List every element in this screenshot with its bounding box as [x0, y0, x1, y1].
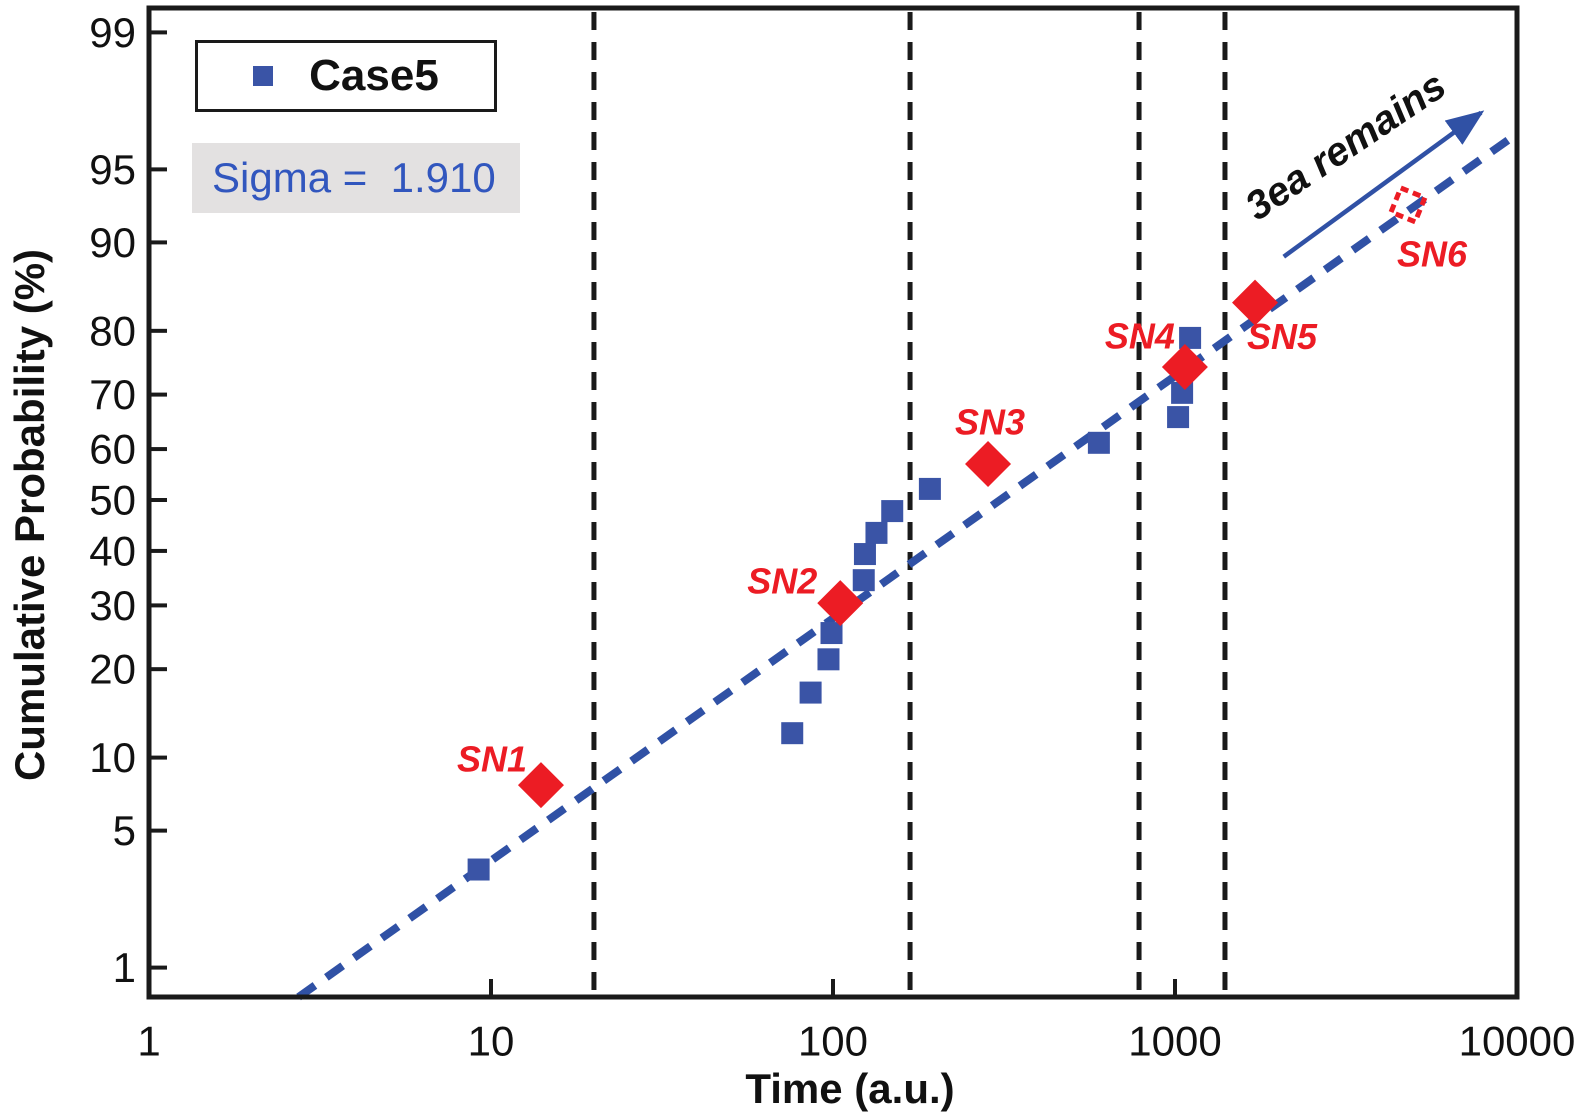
case5-data-point [799, 681, 822, 704]
y-axis-tick-label: 50 [89, 477, 136, 524]
case5-data-point [853, 543, 876, 566]
plot-border [146, 5, 1520, 1000]
sn-diamond-marker [965, 441, 1012, 488]
case5-data-point [1087, 431, 1110, 454]
sigma-annotation-box: Sigma = 1.910 [192, 143, 520, 213]
sn-label: SN4 [1105, 315, 1175, 356]
case5-data-point [820, 622, 843, 645]
fit-line [296, 130, 1520, 1001]
y-axis-tick-label: 40 [89, 527, 136, 574]
sn-diamond-marker [1161, 343, 1208, 390]
y-axis-tick-label: 10 [89, 734, 136, 781]
legend-label: Case5 [309, 51, 439, 100]
y-axis-tick-label: 20 [89, 646, 136, 693]
y-axis-tick-label: 95 [89, 146, 136, 193]
y-axis-tick-label: 80 [89, 307, 136, 354]
arrow-annotation-group: 3ea remains [1238, 63, 1485, 259]
x-axis-tick-label: 100 [798, 1018, 868, 1065]
y-axis-tick-label: 30 [89, 582, 136, 629]
x-axis-tick-label: 10000 [1459, 1018, 1575, 1065]
sn-diamond-marker [1232, 279, 1279, 326]
sn-label: SN6 [1397, 233, 1468, 274]
x-axis-tick-label: 10 [468, 1018, 515, 1065]
legend-marker-case5-icon [253, 66, 274, 86]
y-axis-tick-label: 5 [113, 807, 136, 854]
y-axis-title: Cumulative Probability (%) [6, 248, 53, 782]
case5-data-point [1171, 381, 1194, 404]
sn-diamond-marker [817, 580, 864, 627]
y-axis-tick-label: 70 [89, 371, 136, 418]
fit-line-group [296, 130, 1520, 1001]
x-axis-title: Time (a.u.) [745, 1065, 955, 1112]
case5-data-point [1167, 406, 1190, 429]
remains-arrow [1282, 110, 1485, 259]
case5-data-point [1179, 326, 1202, 349]
case5-data-point [781, 722, 804, 745]
sn-label: SN5 [1247, 316, 1318, 357]
sn-markers-group: SN1 SN2 SN3 SN4 SN5 SN6 [457, 184, 1468, 809]
vertical-dashed-lines-group [591, 12, 1228, 995]
case5-data-point [881, 500, 904, 523]
x-axis-tick-label: 1000 [1128, 1018, 1221, 1065]
sigma-annotation-text: Sigma = 1.910 [212, 154, 496, 201]
sn-label: SN2 [747, 561, 817, 602]
case5-data-point [918, 477, 941, 500]
data-points-group [467, 326, 1202, 881]
case5-data-point [865, 521, 888, 544]
x-axis-tick-label: 1 [137, 1018, 160, 1065]
sn-label: SN3 [955, 402, 1025, 443]
case5-data-point [467, 858, 490, 881]
y-axis-tick-label: 90 [89, 219, 136, 266]
sn-label: SN1 [457, 739, 527, 780]
y-axis-tick-label: 60 [89, 426, 136, 473]
legend: Case5 [195, 40, 497, 112]
sn-diamond-marker [517, 762, 564, 809]
sn-open-dashed-marker [1387, 184, 1429, 226]
case5-data-point [817, 648, 840, 671]
y-axis-tick-label: 1 [113, 944, 136, 991]
y-axis-tick-label: 99 [89, 9, 136, 56]
case5-data-point [852, 569, 875, 592]
